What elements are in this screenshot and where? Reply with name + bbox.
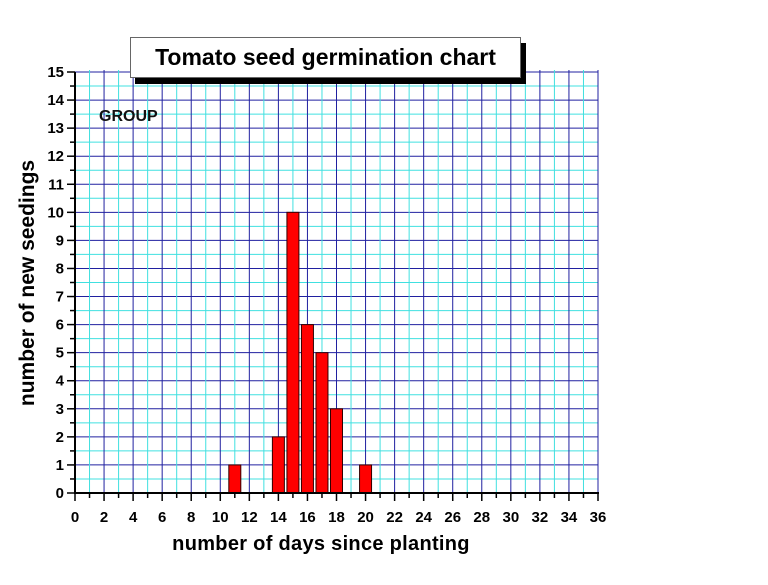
x-tick-label: 18 — [328, 509, 345, 526]
x-tick-label: 22 — [386, 509, 403, 526]
chart-title: Tomato seed germination chart — [130, 37, 521, 78]
y-tick-label: 15 — [47, 64, 64, 81]
x-tick-label: 30 — [502, 509, 519, 526]
y-axis-label: number of new seedings — [16, 159, 39, 407]
y-tick-label: 8 — [56, 260, 64, 277]
x-tick-label: 34 — [561, 509, 578, 526]
bar-day-11 — [228, 464, 242, 494]
x-tick-label: 2 — [100, 509, 108, 526]
group-annotation: GROUP — [99, 108, 158, 125]
chart-title-text: Tomato seed germination chart — [155, 44, 496, 70]
bar-day-14 — [271, 436, 285, 494]
x-tick-label: 36 — [590, 509, 607, 526]
x-tick-label: 0 — [71, 509, 79, 526]
y-tick-label: 13 — [47, 120, 64, 137]
y-tick-label: 3 — [56, 401, 64, 418]
x-axis-label: number of days since planting — [172, 533, 470, 555]
x-tick-label: 32 — [532, 509, 549, 526]
x-tick-label: 6 — [158, 509, 166, 526]
x-tick-label: 14 — [270, 509, 287, 526]
bar-day-16 — [300, 324, 314, 494]
grid-lines — [75, 70, 599, 493]
y-tick-label: 7 — [56, 289, 64, 306]
bar-day-15 — [286, 211, 300, 494]
bar-day-18 — [330, 408, 343, 494]
y-tick-label: 1 — [56, 457, 64, 474]
y-tick-label: 11 — [48, 176, 64, 193]
x-tick-label: 16 — [299, 509, 316, 526]
bar-day-20 — [359, 464, 373, 494]
x-tick-label: 20 — [357, 509, 374, 526]
x-tick-label: 4 — [129, 509, 138, 526]
bars — [228, 211, 373, 494]
y-tick-label: 2 — [56, 429, 64, 446]
x-tick-label: 12 — [241, 509, 258, 526]
y-tick-label: 14 — [47, 92, 64, 109]
x-tick-label: 24 — [415, 509, 432, 526]
y-tick-label: 9 — [56, 232, 64, 249]
y-tick-label: 12 — [47, 148, 64, 165]
x-tick-label: 28 — [473, 509, 490, 526]
y-tick-label: 10 — [47, 204, 64, 221]
y-tick-label: 6 — [56, 317, 64, 334]
y-tick-label: 4 — [56, 373, 65, 390]
x-tick-label: 8 — [187, 509, 195, 526]
y-tick-label: 5 — [56, 345, 64, 362]
x-tick-label: 26 — [444, 509, 461, 526]
x-tick-label: 10 — [212, 509, 229, 526]
y-tick-label: 0 — [56, 485, 64, 502]
bar-day-17 — [315, 352, 329, 494]
